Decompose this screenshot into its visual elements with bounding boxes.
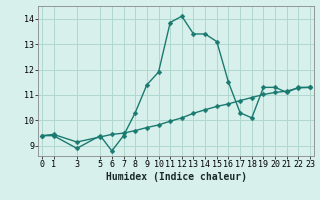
X-axis label: Humidex (Indice chaleur): Humidex (Indice chaleur) [106, 172, 246, 182]
